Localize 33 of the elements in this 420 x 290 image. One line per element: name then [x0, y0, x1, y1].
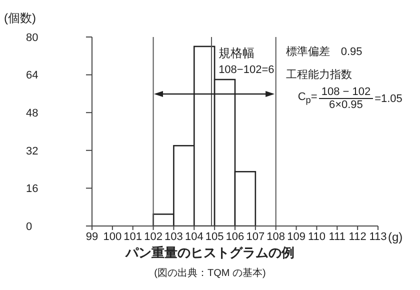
annotation: 108−102=6: [218, 64, 274, 76]
x-tick-label: 109: [287, 230, 306, 243]
x-tick-label: 104: [184, 230, 204, 243]
y-tick-label: 48: [26, 108, 38, 120]
annotation: 工程能力指数: [286, 69, 352, 81]
y-tick-label: 32: [26, 145, 38, 158]
annotation: =1.05: [374, 92, 402, 104]
text: パン重量のヒストグラムの例: [126, 245, 294, 260]
y-axis-title: (個数): [4, 11, 36, 25]
x-tick-label: 110: [308, 230, 326, 243]
x-tick-label: 100: [103, 230, 122, 243]
x-tick-label: 111: [328, 230, 346, 243]
annotation: 6×0.95: [328, 99, 363, 111]
x-tick-label: 103: [164, 230, 183, 243]
x-tick-label: 107: [246, 230, 265, 243]
annotation: 108 − 102: [321, 86, 371, 98]
x-tick-label: 101: [124, 230, 142, 243]
x-tick-label: 113: [369, 230, 387, 243]
y-tick-label: 80: [26, 32, 38, 44]
annotation: C$_{p}$=: [298, 91, 318, 106]
y-tick-label: 16: [26, 183, 38, 196]
x-tick-label: 112: [348, 230, 366, 243]
annotation: 標準偏差 0.95: [286, 46, 362, 58]
x-tick-label: 99: [86, 230, 98, 243]
x-axis-title: (g): [388, 230, 403, 244]
y-tick-label: 64: [26, 70, 38, 82]
text: (図の出典：TQM の基本): [154, 268, 266, 279]
x-tick-label: 105: [205, 230, 224, 243]
x-tick-label: 108: [266, 230, 286, 243]
annotation: 規格幅: [218, 46, 255, 60]
y-tick-label: 0: [26, 220, 32, 233]
x-tick-label: 106: [226, 230, 244, 243]
x-tick-label: 102: [144, 230, 162, 243]
